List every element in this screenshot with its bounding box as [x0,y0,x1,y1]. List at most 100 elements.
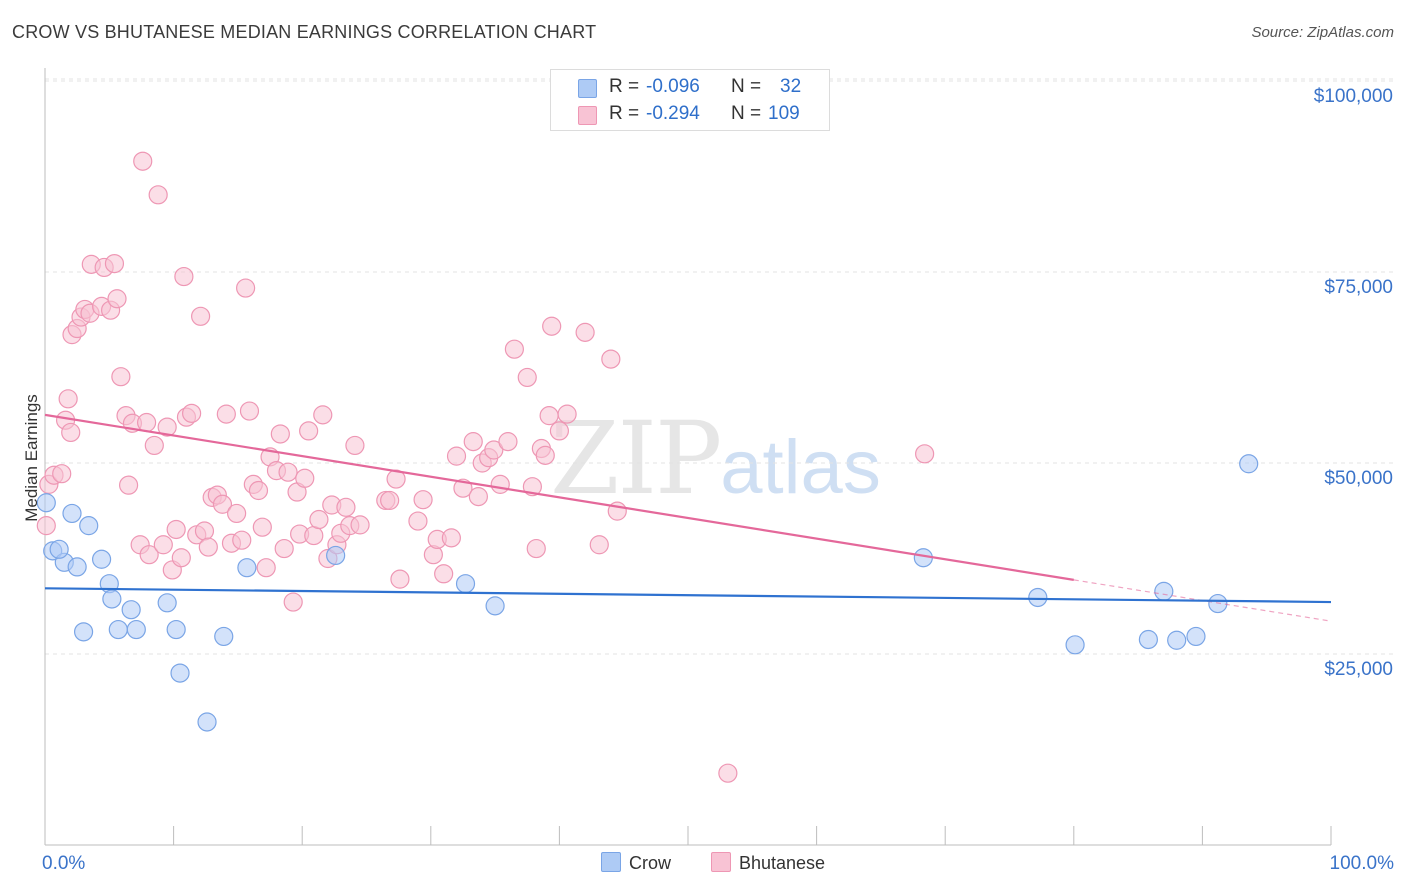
bhutanese-point [350,515,370,535]
crow-point [214,626,234,647]
bhutanese-point [309,509,329,530]
crow-point [1065,635,1085,655]
bhutanese-point [212,494,233,514]
bhutanese-point [239,401,260,421]
y-tick-label: $25,000 [1324,659,1393,680]
crow-point [108,619,128,640]
bhutanese-point [36,516,56,536]
crow-point [1186,626,1206,647]
bhutanese-point [386,469,406,489]
bhutanese-point [52,464,72,484]
crow-point [102,589,122,609]
watermark: ZIPatlas [550,400,881,517]
crow-point [455,574,476,594]
bhutanese-point [718,763,738,783]
bhutanese-point [157,417,177,437]
trend-lines [44,413,1332,622]
bhutanese-point [107,289,127,309]
bhutanese-point [227,503,247,524]
legend-r-label: R = [609,76,640,97]
watermark-zip: ZIP [550,400,722,517]
bhutanese-point [299,421,319,441]
bhutanese-point [504,339,524,359]
bhutanese-point [468,487,488,507]
bhutanese-point [283,592,303,612]
crow-point [1028,587,1048,608]
watermark-atlas: atlas [720,425,881,510]
bhutanese-point [408,511,428,531]
bhutanese-point [441,528,461,548]
y-tick-label: $75,000 [1324,277,1393,298]
bhutanese-point [104,253,125,274]
bhutanese-point [446,446,467,466]
bhutanese-point [601,349,621,369]
bhutanese-point [313,405,333,425]
bhutanese-point [166,519,186,540]
bhutanese-point [248,480,269,501]
bhutanese-point [535,445,555,465]
bhutanese-point [522,477,542,497]
x-tick-label-max: 100.0% [1330,853,1395,874]
bhutanese-point [174,266,194,287]
bhutanese-point [413,490,433,510]
bhutanese-point [589,535,609,555]
bhutanese-point [526,538,546,559]
bhutanese-point [171,548,191,568]
crow-point [73,622,94,642]
bhutanese-point [133,151,153,171]
crow-legend-label: Crow [629,853,672,873]
crow-point [91,549,112,569]
bhutanese-point [58,389,78,409]
legend-item-bhutanese[interactable]: Bhutanese [711,852,825,874]
bhutanese-point [295,468,315,488]
bhutanese-point [336,497,356,517]
crow-legend-swatch [601,852,621,872]
crow-point [79,516,99,536]
legend-n-label: N = [731,103,762,124]
legend-r-value: -0.294 [646,103,700,124]
y-tick-label: $50,000 [1324,468,1393,489]
crow-point [1239,454,1259,474]
bhutanese-point [304,525,324,546]
bhutanese-point [118,475,139,495]
crow-point [1138,629,1158,650]
legend-item-crow[interactable]: Crow [601,852,671,874]
bhutanese-point [191,306,211,326]
bhutanese-point [198,537,218,557]
crow-point [170,663,190,683]
legend-row-bhutanese: R = -0.294 N = 109 [551,101,829,127]
bhutanese-point [484,440,504,460]
crow-point [62,503,82,524]
axes [44,68,1332,846]
chart-title: CROW VS BHUTANESE MEDIAN EARNINGS CORREL… [12,22,597,42]
legend-n-value: 109 [768,103,800,124]
bhutanese-point [256,558,276,578]
bhutanese-point [390,569,410,589]
y-tick-label: $100,000 [1314,86,1393,107]
bhutanese-point [252,517,272,537]
crow-point [67,557,87,577]
crow-swatch [578,79,597,98]
bhutanese-point [278,462,298,482]
bhutanese-legend-label: Bhutanese [739,853,826,873]
bhutanese-point [61,422,81,443]
bhutanese-point [236,278,256,298]
bhutanese-point [549,421,570,441]
bhutanese-point [232,530,252,550]
bhutanese-point [557,404,577,424]
crow-point [157,593,177,613]
bhutanese-point [575,322,595,342]
crow-point [485,596,505,616]
bhutanese-point [434,564,454,584]
bhutanese-point [139,545,159,565]
legend-row-crow: R = -0.096 N = 32 [551,74,829,100]
bhutanese-swatch [578,106,597,125]
crow-point [49,539,69,559]
crow-point [237,558,257,578]
crow-point [121,600,141,620]
bhutanese-point [539,406,559,426]
source-credit: Source: ZipAtlas.com [1251,24,1394,41]
crow-point [126,619,146,640]
crow-point [326,545,346,566]
